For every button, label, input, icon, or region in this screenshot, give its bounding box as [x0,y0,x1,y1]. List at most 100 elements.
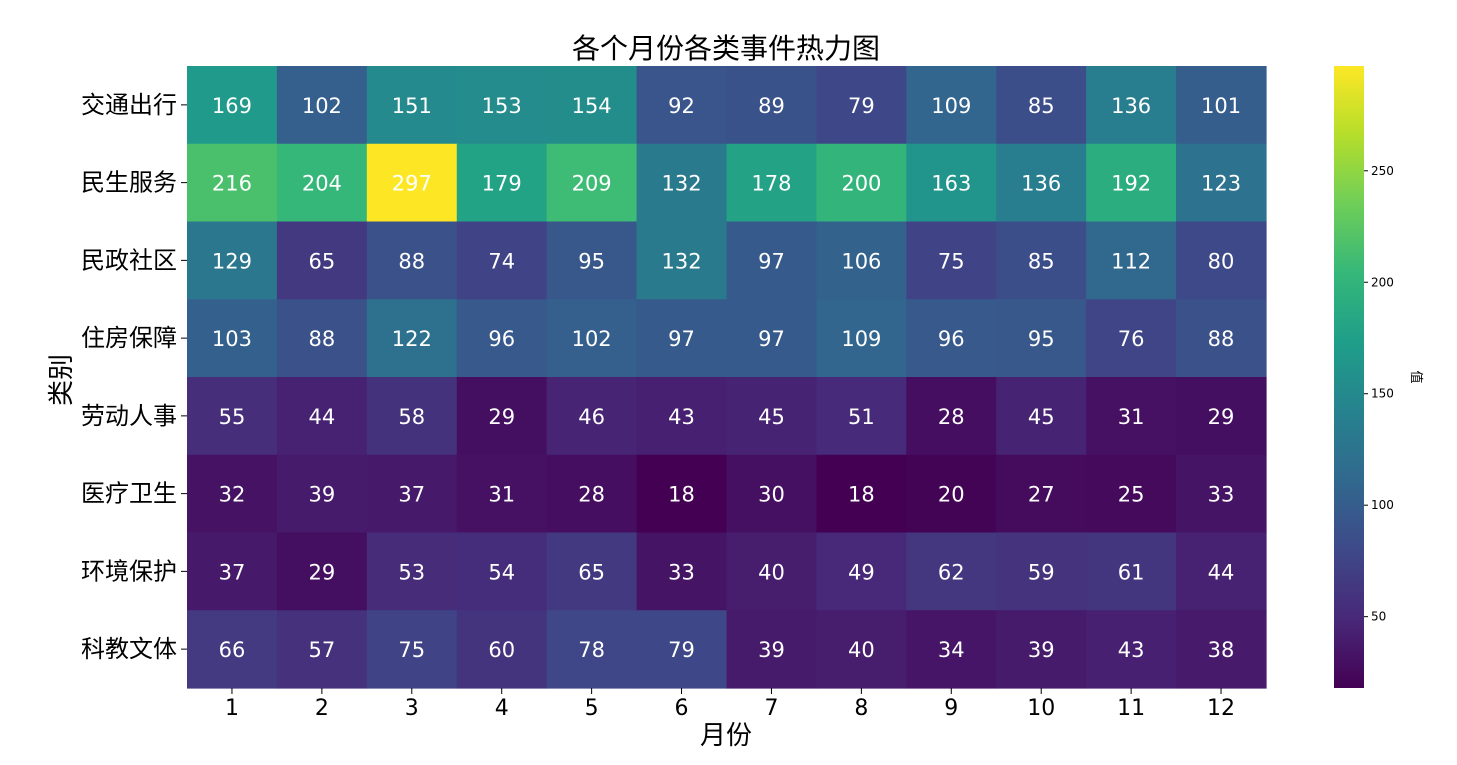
heatmap-cell [1086,610,1177,689]
heatmap-cell [546,610,638,689]
heatmap-cell [816,143,907,223]
heatmap-cell [187,377,278,456]
cell-value-label: 32 [219,483,246,507]
x-tick-label: 2 [315,696,329,721]
heatmap-cell [276,221,368,300]
heatmap-cell [726,66,818,145]
cell-value-label: 55 [219,405,246,429]
cell-value-label: 178 [751,172,791,196]
cell-value-label: 53 [398,560,425,584]
cell-value-label: 95 [1028,327,1055,351]
heatmap-cell [906,66,997,145]
cell-value-label: 28 [578,483,605,507]
cell-value-label: 60 [488,638,515,662]
cell-value-label: 29 [488,405,515,429]
heatmap-cell [996,377,1087,456]
cell-value-label: 106 [841,249,881,273]
colorbar-tick-label: 100 [1371,498,1394,512]
x-tick-label: 11 [1117,696,1145,721]
heatmap-cell [636,532,728,611]
heatmap-cell [996,221,1087,300]
cell-value-label: 20 [938,483,965,507]
heatmap-cell [816,532,907,611]
heatmap-cell [1176,221,1267,300]
heatmap-cell [1086,66,1177,145]
cell-value-label: 37 [398,483,425,507]
cell-value-label: 123 [1201,172,1241,196]
heatmap-cell [546,532,638,611]
cell-value-label: 34 [938,638,965,662]
x-tick-label: 8 [854,696,868,721]
cell-value-label: 154 [572,94,612,118]
cell-value-label: 44 [309,405,336,429]
colorbar-tick-label: 200 [1371,275,1394,289]
cell-value-label: 76 [1118,327,1145,351]
heatmap-cell [906,221,997,300]
heatmap-cell [187,299,278,378]
cell-value-label: 33 [1208,483,1235,507]
cell-value-label: 122 [392,327,432,351]
heatmap-cell [456,221,548,300]
cell-value-label: 151 [392,94,432,118]
cell-value-label: 97 [758,327,785,351]
cell-value-label: 49 [848,560,875,584]
cell-value-label: 192 [1111,172,1151,196]
colorbar-ticks: 50 100 150 200 250 [1364,164,1394,624]
heatmap-cell [546,143,638,223]
y-tick-label: 民生服务 [81,169,177,197]
cell-value-label: 112 [1111,249,1151,273]
colorbar [1334,66,1364,688]
cell-value-label: 136 [1021,172,1061,196]
cell-value-label: 66 [219,638,246,662]
cell-value-label: 79 [668,638,695,662]
cell-value-label: 18 [848,483,875,507]
heatmap-cell [726,221,818,300]
y-tick-label: 住房保障 [81,324,177,352]
cell-value-label: 179 [482,172,522,196]
heatmap-cell [187,610,278,689]
colorbar-label: 值 [1408,370,1424,383]
heatmap-cell [546,299,638,378]
cell-value-label: 85 [1028,94,1055,118]
cell-value-label: 31 [1118,405,1145,429]
cell-value-label: 204 [302,172,342,196]
x-tick-label: 7 [764,696,778,721]
cell-value-label: 18 [668,483,695,507]
cell-value-label: 28 [938,405,965,429]
cell-value-labels: 169 102 151 153 154 92 89 79 109 85 136 101 216 204 29… [212,94,1241,662]
cell-value-label: 33 [668,560,695,584]
heatmap-cell [996,454,1087,534]
colorbar-tick-label: 50 [1371,610,1386,624]
y-tick-label: 环境保护 [81,557,177,585]
cell-value-label: 29 [1208,405,1235,429]
heatmap-cell [456,299,548,378]
heatmap-cell [276,377,368,456]
cell-value-label: 95 [578,249,605,273]
cell-value-label: 109 [841,327,881,351]
heatmap-cell [546,221,638,300]
cell-value-label: 45 [758,405,785,429]
cell-value-label: 39 [309,483,336,507]
cell-value-label: 101 [1201,94,1241,118]
cell-value-label: 88 [398,249,425,273]
cell-value-label: 85 [1028,249,1055,273]
cell-value-label: 37 [219,560,246,584]
heatmap-cell [276,143,368,223]
cell-value-label: 38 [1208,638,1235,662]
cell-value-label: 88 [309,327,336,351]
cell-value-label: 40 [758,560,785,584]
cell-value-label: 79 [848,94,875,118]
heatmap-cell [1176,66,1267,145]
cell-value-label: 29 [309,560,336,584]
heatmap-cell [276,532,368,611]
heatmap-cell [636,377,728,456]
heatmap-cell [456,532,548,611]
heatmap-cell [1176,377,1267,456]
heatmap-cell [456,66,548,145]
heatmap-cell [546,66,638,145]
heatmap-cell [906,454,997,534]
heatmap-cell [366,299,458,378]
cell-value-label: 58 [398,405,425,429]
heatmap-cell [636,299,728,378]
